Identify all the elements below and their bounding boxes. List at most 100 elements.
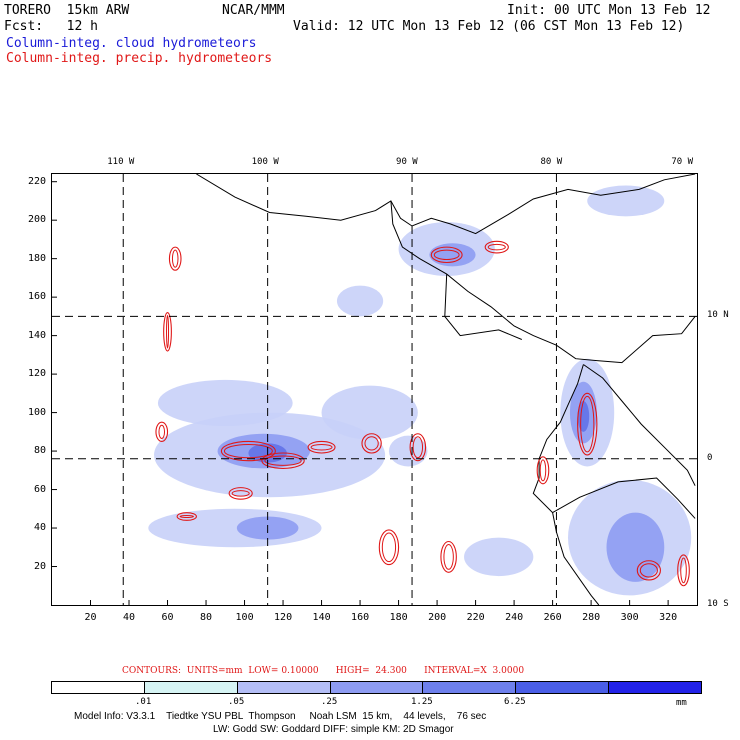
colorbar-swatch [516,682,610,693]
precip-contour [307,440,336,454]
precip-contour-inner [223,443,273,459]
precip-contour-inner [179,514,194,518]
precip-contour-inner [580,395,595,453]
colorbar-swatch [423,682,517,693]
precip-contour [636,560,661,581]
init-time: Init: 00 UTC Mon 13 Feb 12 [507,3,711,18]
x-tick-label: 300 [620,612,639,623]
precip-contour [409,433,427,462]
precip-contour [261,452,305,469]
precip-contour-inner [364,436,379,451]
y-tick-label: 40 [34,522,47,534]
y-tick-label: 60 [34,483,47,495]
coastline [532,364,600,605]
coastline [196,174,696,235]
y-tick-label: 120 [28,368,47,380]
latitude-label: 10 N [707,310,729,321]
cloud-region [587,185,665,217]
longitude-label: 70 W [671,157,694,167]
colorbar-swatch [144,682,238,693]
cloud-region [429,243,476,267]
precip-contour [220,440,276,462]
precip-contour [155,421,169,443]
colorbar-swatch [237,682,331,693]
x-tick-label: 220 [466,612,485,623]
forecast-hour: Fcst: 12 h [4,19,98,34]
precip-contour [430,246,463,264]
coastline [444,274,522,340]
latitude-label: 0 [707,452,713,463]
model-info-line1: Model Info: V3.3.1 Tiedtke YSU PBL Thomp… [74,711,487,722]
colorbar-label: 1.25 [411,697,433,707]
precip-contour-inner [264,455,302,466]
x-tick-label: 40 [123,612,136,623]
y-tick-label: 180 [28,252,47,264]
precip-contour [168,246,182,271]
colorbar-swatch [330,682,424,693]
x-tick-label: 60 [161,612,174,623]
colorbar-label: .05 [228,697,245,707]
x-tick-label: 320 [659,612,678,623]
precip-contour [677,554,690,587]
precip-contour-inner [539,459,547,482]
colorbar-units: mm [676,698,687,708]
precip-contour [440,540,457,573]
colorbar-swatch [52,682,145,693]
precip-contour-inner [639,563,658,578]
cloud-region [606,512,665,582]
map-plot [51,173,698,606]
longitude-label: 80 W [540,157,563,167]
precip-contour-inner [487,243,506,251]
colorbar-label: 6.25 [504,697,526,707]
x-tick-label: 160 [351,612,370,623]
y-tick-label: 200 [28,214,47,226]
precip-contour-inner [158,424,166,439]
colorbar-label: .25 [321,697,338,707]
x-tick-label: 120 [274,612,293,623]
longitude-label: 90 W [396,157,418,167]
precip-contour-inner [680,557,687,584]
precip-contour [484,240,509,254]
y-tick-label: 220 [28,175,47,187]
precip-contour [536,456,550,485]
org-label: NCAR/MMM [222,3,285,18]
cloud-region [336,285,384,317]
colorbar [51,681,702,694]
longitude-label: 110 W [107,157,135,167]
colorbar-label: .01 [135,697,152,707]
model-title: TORERO 15km ARW [4,3,130,18]
field-precip-label: Column-integ. precip. hydrometeors [6,51,273,66]
coastline [583,364,696,486]
precip-contour-inner [171,249,179,268]
precip-contour [228,487,253,500]
field-cloud-label: Column-integ. cloud hydrometeors [6,36,257,51]
colorbar-swatch [609,682,702,693]
x-tick-label: 240 [505,612,524,623]
precip-contour [361,433,382,454]
precip-contour-inner [166,315,170,349]
x-tick-label: 180 [389,612,408,623]
y-tick-label: 140 [28,329,47,341]
x-tick-label: 80 [200,612,213,623]
y-tick-label: 100 [28,406,47,418]
cloud-region [157,379,293,427]
latitude-label: 10 S [707,599,729,609]
cloud-region [464,537,534,577]
precip-contour-inner [443,544,454,570]
y-tick-label: 80 [34,445,47,457]
precip-contour-inner [231,490,250,497]
y-tick-label: 20 [34,560,47,572]
coastline [552,477,696,519]
x-tick-label: 280 [582,612,601,623]
precip-contour [163,311,172,352]
precip-contour-inner [381,532,397,563]
precip-contour [577,392,598,456]
precip-contour-inner [310,443,333,451]
precip-contour [176,512,197,521]
x-tick-label: 260 [543,612,562,623]
contour-info: CONTOURS: UNITS=mm LOW= 0.10000 HIGH= 24… [122,666,525,676]
x-tick-label: 140 [312,612,331,623]
x-tick-label: 200 [428,612,447,623]
x-tick-label: 20 [84,612,97,623]
precip-contour-inner [412,436,424,459]
